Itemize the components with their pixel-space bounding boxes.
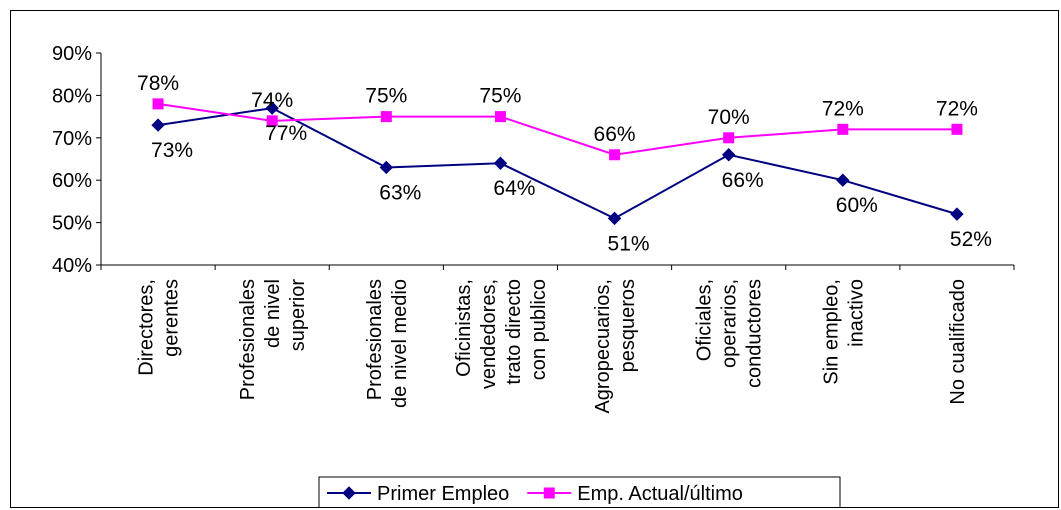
- x-category-label: conductores: [744, 279, 766, 388]
- x-category-label: superior: [287, 279, 309, 352]
- y-tick-label: 70%: [52, 128, 92, 150]
- x-category-label: gerentes: [161, 279, 183, 357]
- data-label: 52%: [950, 228, 992, 251]
- legend-label: Primer Empleo: [377, 483, 509, 505]
- data-labels: 73% 77% 63% 64% 51% 66% 60% 52% 78% 74% 75% 75% 66% 7…: [137, 72, 992, 255]
- data-label: 75%: [365, 85, 407, 108]
- data-label: 78%: [137, 72, 179, 95]
- series-line: [157, 102, 957, 156]
- diamond-marker: [950, 207, 964, 221]
- x-category-label: vendedores,: [478, 279, 500, 389]
- chart-frame: 40% 50% 60% 70% 80% 90% Directores, gerentes Pr…: [10, 10, 1059, 508]
- data-label: 66%: [594, 123, 636, 146]
- x-category-label: pesqueros: [617, 279, 639, 372]
- data-label: 72%: [936, 97, 978, 120]
- square-marker: [609, 149, 621, 161]
- legend-entry: Primer Empleo: [327, 483, 509, 505]
- legend-entry: Emp. Actual/último: [527, 483, 743, 505]
- x-category-label: Oficiales,: [694, 279, 716, 361]
- series-line: [157, 107, 958, 220]
- diamond-marker: [721, 148, 736, 162]
- series-primer-empleo: [151, 101, 964, 226]
- y-tick-label: 60%: [52, 170, 92, 192]
- diamond-marker: [265, 101, 279, 115]
- legend-box: [318, 476, 841, 507]
- diamond-marker: [493, 156, 508, 170]
- data-label: 72%: [822, 97, 864, 120]
- square-marker: [543, 487, 555, 499]
- data-label: 75%: [479, 85, 521, 108]
- x-category-label: Agropecuarios,: [592, 279, 614, 414]
- data-label: 64%: [493, 177, 535, 200]
- x-axis-category-labels: Directores, gerentes Profesionales de nivel…: [136, 279, 969, 414]
- diamond-marker: [342, 486, 356, 500]
- square-marker: [837, 123, 849, 135]
- diamond-marker: [607, 211, 622, 226]
- x-category-label: operarios,: [719, 279, 741, 368]
- legend-label: Emp. Actual/último: [577, 483, 743, 505]
- legend: Primer Empleo Emp. Actual/último: [318, 476, 841, 507]
- axes: [96, 52, 1015, 270]
- y-tick-label: 80%: [52, 85, 92, 107]
- line-chart: 40% 50% 60% 70% 80% 90% Directores, gerentes Pr…: [52, 43, 1015, 507]
- series-emp-actual: [152, 98, 963, 161]
- x-category-label: Oficinistas,: [453, 279, 475, 377]
- y-axis-tick-labels: 40% 50% 60% 70% 80% 90%: [52, 43, 92, 277]
- x-category-label: Sin empleo,: [820, 279, 842, 385]
- series-layer: [151, 98, 964, 226]
- data-label: 63%: [379, 181, 421, 204]
- x-category-label: con publico: [528, 279, 550, 380]
- data-label: 51%: [608, 232, 650, 255]
- square-marker: [494, 111, 506, 123]
- diamond-marker: [836, 173, 850, 187]
- diamond-marker: [151, 118, 165, 132]
- x-category-label: Profesionales: [237, 279, 259, 400]
- y-tick-label: 40%: [52, 255, 92, 277]
- x-category-label: No cualificado: [947, 279, 969, 405]
- data-label: 66%: [722, 169, 764, 192]
- data-label: 77%: [265, 122, 307, 145]
- data-label: 74%: [251, 89, 293, 112]
- square-marker: [723, 132, 735, 144]
- x-category-label: inactivo: [845, 279, 867, 347]
- x-category-label: Directores,: [136, 279, 158, 376]
- x-category-label: trato directo: [503, 279, 525, 385]
- square-marker: [951, 123, 963, 135]
- x-category-label: de nivel: [262, 279, 284, 348]
- square-marker: [380, 111, 392, 123]
- y-tick-label: 90%: [52, 43, 92, 65]
- square-marker: [266, 115, 278, 127]
- square-marker: [152, 98, 164, 110]
- x-category-label: Profesionales: [364, 279, 386, 400]
- data-label: 73%: [151, 139, 193, 162]
- data-label: 60%: [836, 194, 878, 217]
- x-category-label: de nivel medio: [389, 279, 411, 408]
- diamond-marker: [379, 160, 394, 175]
- y-tick-label: 50%: [52, 213, 92, 235]
- data-label: 70%: [708, 106, 750, 129]
